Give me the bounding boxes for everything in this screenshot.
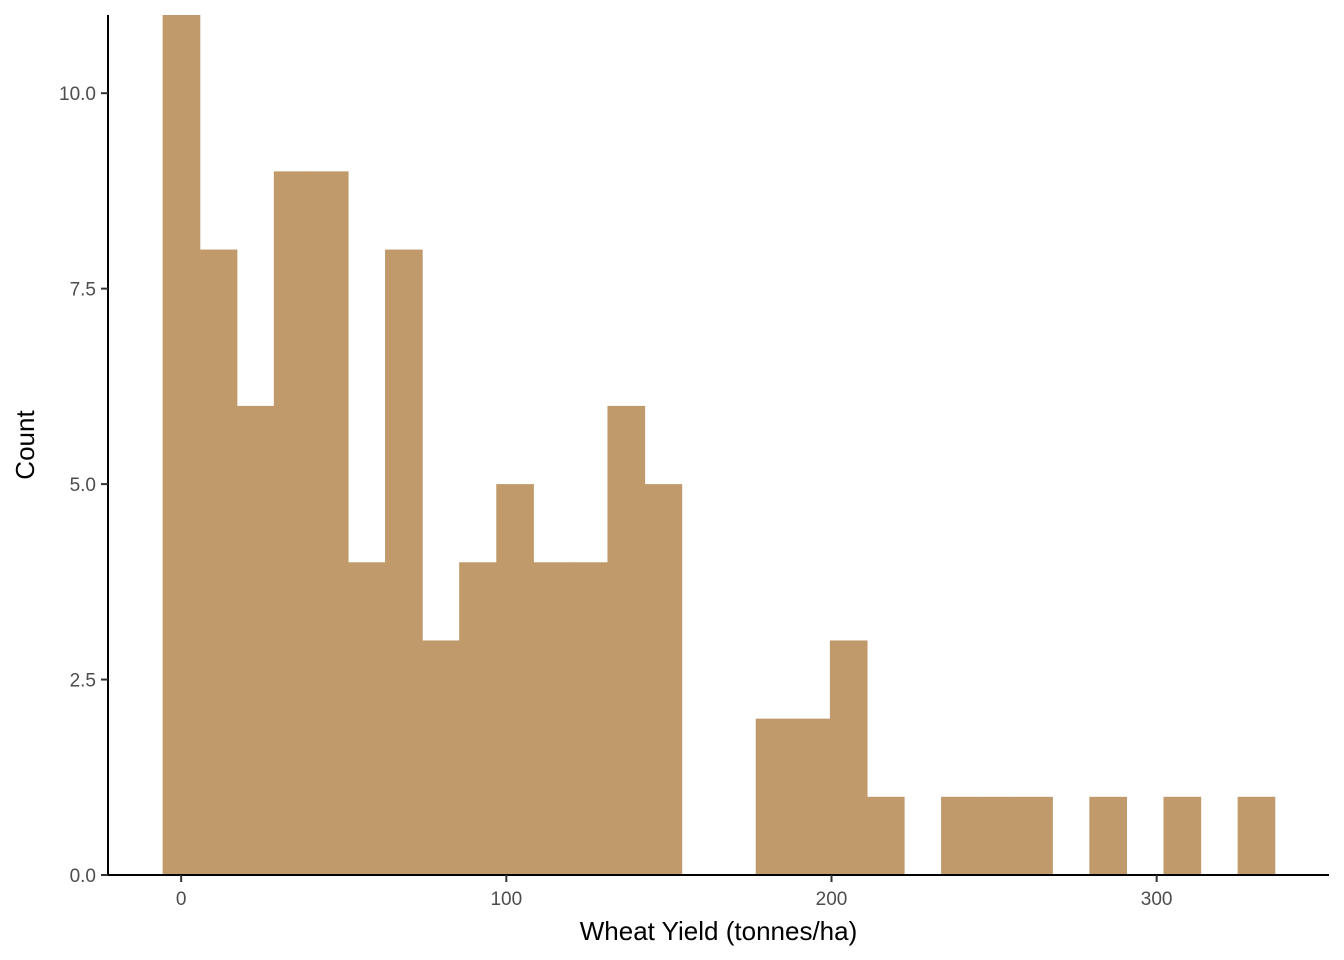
y-tick-label: 10.0 bbox=[59, 84, 96, 105]
histogram-bar bbox=[644, 484, 683, 875]
y-axis-title: Count bbox=[10, 410, 40, 480]
histogram-bar bbox=[273, 171, 312, 876]
y-axis-ticks: 0.0 2.5 5.0 7.5 10.0 bbox=[59, 84, 108, 887]
histogram-bar bbox=[347, 562, 386, 875]
histogram-bar bbox=[422, 640, 460, 875]
histogram-bars bbox=[162, 15, 1276, 876]
histogram-bar bbox=[496, 484, 534, 875]
y-tick-label: 7.5 bbox=[70, 280, 96, 301]
x-tick-label: 200 bbox=[816, 889, 848, 910]
histogram-bar bbox=[533, 562, 571, 875]
histogram-bar bbox=[199, 249, 238, 876]
histogram-bar bbox=[459, 562, 497, 875]
y-tick-label: 0.0 bbox=[70, 866, 96, 887]
histogram-bar bbox=[162, 15, 201, 875]
x-tick-label: 300 bbox=[1141, 889, 1173, 910]
x-axis-title: Wheat Yield (tonnes/ha) bbox=[580, 916, 858, 946]
histogram-bar bbox=[755, 718, 794, 875]
x-axis-ticks: 0 100 200 300 bbox=[176, 875, 1173, 910]
y-tick-label: 5.0 bbox=[70, 475, 96, 496]
histogram-bar bbox=[385, 249, 423, 876]
histogram-bar bbox=[236, 405, 275, 875]
histogram-bar bbox=[978, 796, 1016, 875]
histogram-bar bbox=[1089, 796, 1128, 875]
histogram-bar bbox=[1163, 796, 1202, 875]
histogram-bar bbox=[310, 171, 349, 876]
histogram-bar bbox=[866, 796, 905, 875]
histogram-bar bbox=[829, 640, 868, 875]
y-tick-label: 2.5 bbox=[70, 671, 96, 692]
histogram-bar bbox=[1015, 796, 1053, 875]
histogram-bar bbox=[941, 796, 979, 875]
histogram-bar bbox=[607, 405, 646, 875]
histogram-bar bbox=[570, 562, 609, 875]
histogram-bar bbox=[1237, 796, 1276, 875]
histogram-bar bbox=[792, 718, 831, 875]
x-tick-label: 0 bbox=[176, 889, 187, 910]
x-tick-label: 100 bbox=[490, 889, 522, 910]
